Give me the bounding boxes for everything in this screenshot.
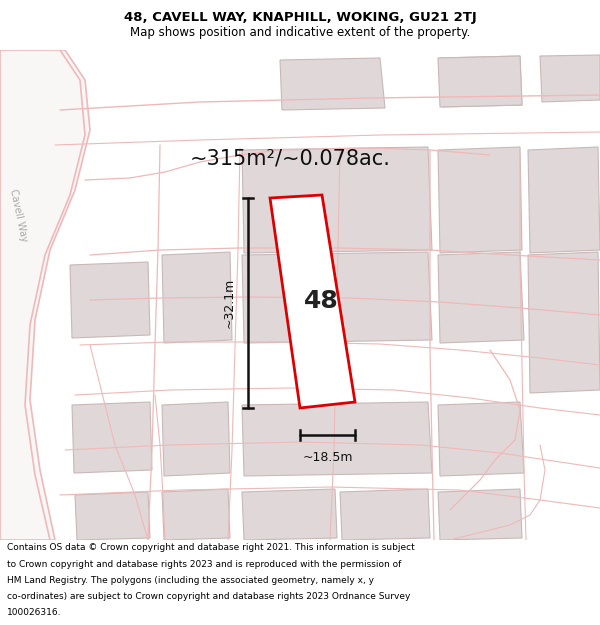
Polygon shape (70, 262, 150, 338)
Polygon shape (438, 252, 524, 343)
Polygon shape (0, 50, 90, 540)
Polygon shape (162, 252, 232, 343)
Polygon shape (242, 252, 432, 343)
Text: co-ordinates) are subject to Crown copyright and database rights 2023 Ordnance S: co-ordinates) are subject to Crown copyr… (7, 592, 410, 601)
Text: ~32.1m: ~32.1m (223, 278, 236, 328)
Polygon shape (438, 402, 524, 476)
Polygon shape (540, 55, 600, 102)
Polygon shape (440, 56, 522, 107)
Polygon shape (242, 489, 337, 540)
Polygon shape (528, 147, 600, 253)
Polygon shape (438, 489, 522, 540)
Polygon shape (242, 402, 432, 476)
Polygon shape (162, 489, 230, 540)
Text: Map shows position and indicative extent of the property.: Map shows position and indicative extent… (130, 26, 470, 39)
Text: to Crown copyright and database rights 2023 and is reproduced with the permissio: to Crown copyright and database rights 2… (7, 559, 401, 569)
Polygon shape (75, 492, 150, 540)
Text: 48: 48 (304, 289, 339, 312)
Text: 48, CAVELL WAY, KNAPHILL, WOKING, GU21 2TJ: 48, CAVELL WAY, KNAPHILL, WOKING, GU21 2… (124, 11, 476, 24)
Text: HM Land Registry. The polygons (including the associated geometry, namely x, y: HM Land Registry. The polygons (includin… (7, 576, 374, 585)
Polygon shape (438, 147, 522, 253)
Polygon shape (162, 402, 230, 476)
Polygon shape (438, 56, 522, 107)
Polygon shape (528, 252, 600, 393)
Text: ~18.5m: ~18.5m (302, 451, 353, 464)
Text: Contains OS data © Crown copyright and database right 2021. This information is : Contains OS data © Crown copyright and d… (7, 543, 415, 552)
Polygon shape (340, 489, 430, 540)
Polygon shape (270, 195, 355, 408)
Text: Cavell Way: Cavell Way (8, 188, 28, 242)
Text: 100026316.: 100026316. (7, 608, 62, 617)
Polygon shape (242, 147, 432, 253)
Text: ~315m²/~0.078ac.: ~315m²/~0.078ac. (190, 148, 391, 168)
Polygon shape (72, 402, 152, 473)
Polygon shape (280, 58, 385, 110)
